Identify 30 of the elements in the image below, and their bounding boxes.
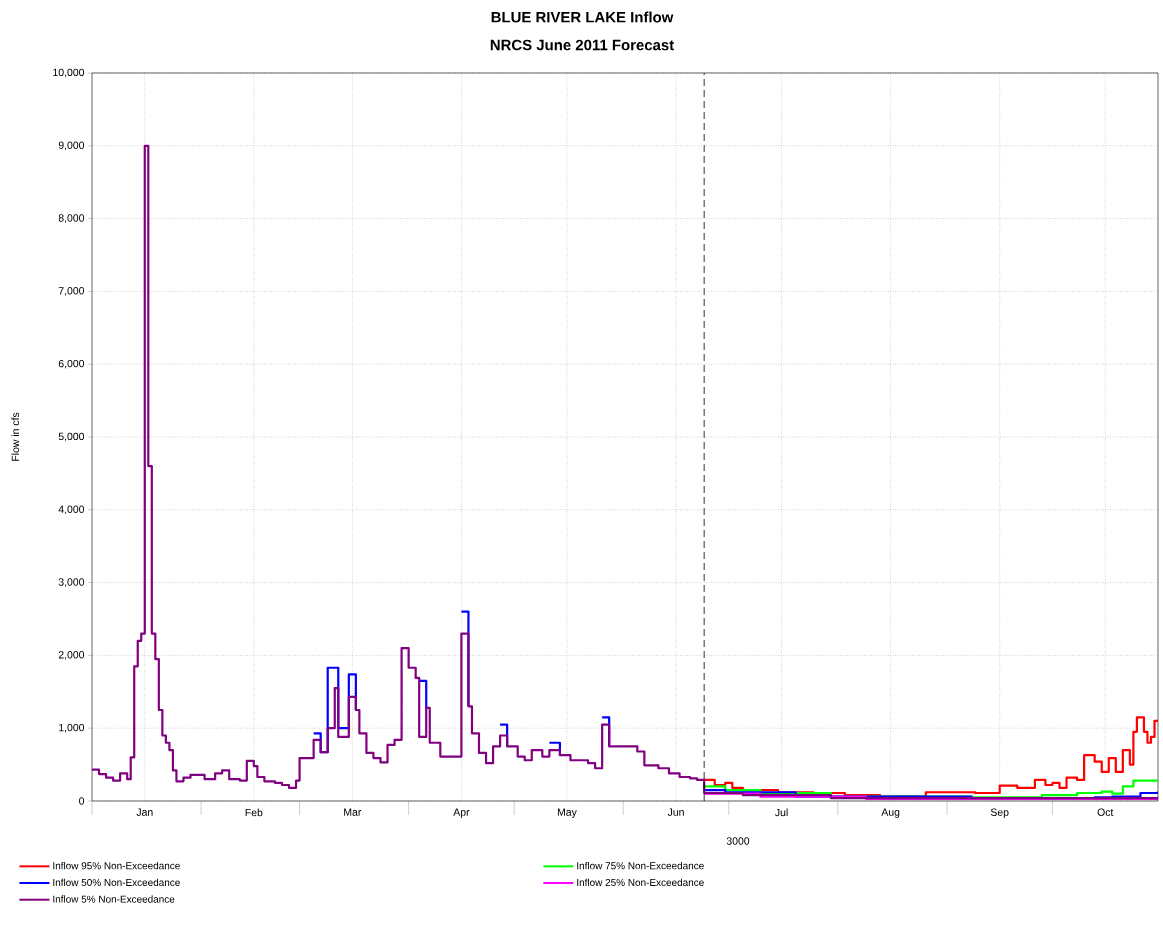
y-tick-label: 8,000 [58,214,85,223]
x-tick-label: Oct [1097,808,1114,816]
y-tick-label: 6,000 [58,359,85,369]
y-tick-label: 2,000 [58,651,85,660]
y-tick-label: 5,000 [58,432,85,442]
x-tick-label: Jun [667,808,684,816]
legend-label: Inflow 50% Non-Exceedance [53,878,180,886]
legend-label: Inflow 25% Non-Exceedance [577,878,704,886]
x-tick-label: Aug [881,808,900,818]
y-tick-label: 9,000 [58,141,85,151]
x-tick-label: Jul [775,808,788,817]
chart-subtitle: NRCS June 2011 Forecast [490,39,674,51]
x-tick-label: May [557,808,577,818]
y-tick-label: 10,000 [53,68,85,78]
legend-label: Inflow 5% Non-Exceedance [53,895,175,903]
y-axis-title: Flow in cfs [11,412,20,461]
x-tick-label: Mar [344,808,362,816]
y-tick-label: 4,000 [58,505,85,515]
x-tick-label: Apr [453,808,470,818]
x-tick-label: Jan [136,808,153,816]
y-tick-label: 0 [79,797,85,805]
y-tick-label: 3,000 [58,578,85,587]
legend-label: Inflow 75% Non-Exceedance [577,861,704,870]
chart-title: BLUE RIVER LAKE Inflow [491,11,674,23]
y-tick-label: 7,000 [58,287,85,296]
x-tick-label: Sep [990,808,1009,818]
x-axis-title: 3000 [726,837,750,845]
legend-label: Inflow 95% Non-Exceedance [53,861,180,870]
y-tick-label: 1,000 [59,723,85,733]
x-tick-label: Feb [245,808,263,817]
